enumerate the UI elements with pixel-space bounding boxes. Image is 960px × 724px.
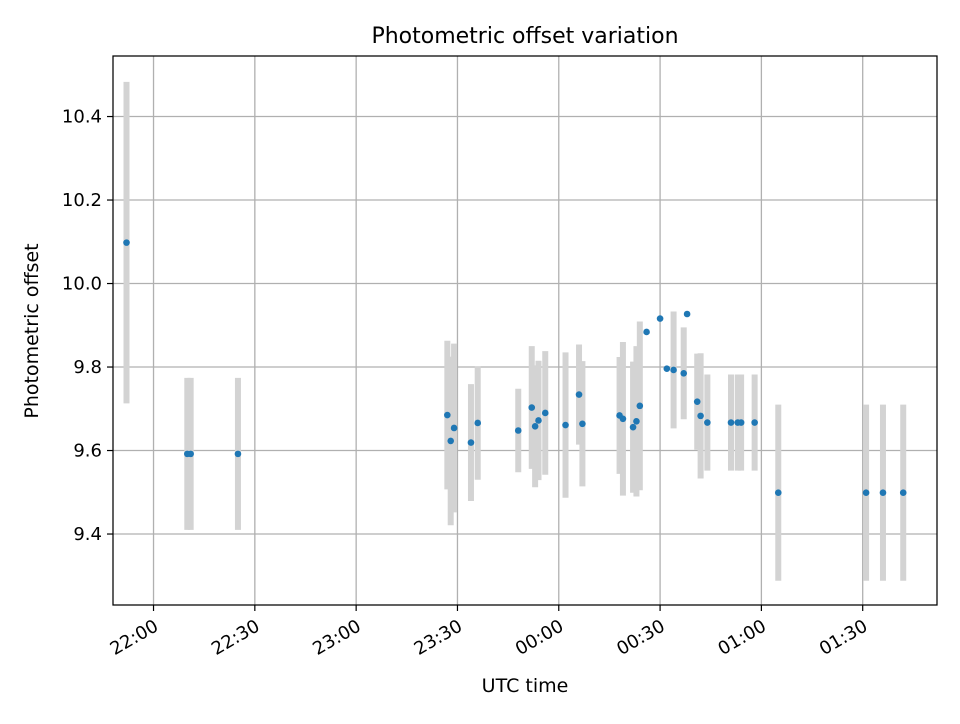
data-point [619, 415, 627, 423]
data-point [187, 450, 194, 458]
data-point [774, 489, 782, 496]
data-point [535, 417, 542, 424]
y-tick-label: 9.6 [73, 441, 102, 462]
data-point [899, 489, 907, 496]
data-point [531, 423, 539, 430]
data-point [693, 398, 701, 405]
data-point [514, 427, 522, 434]
data-point [562, 421, 569, 429]
y-axis-label: Photometric offset [21, 243, 43, 418]
data-point [575, 391, 583, 398]
data-point [123, 239, 130, 246]
y-tick-label: 9.8 [73, 357, 102, 378]
plot-area-frame [112, 55, 938, 606]
y-tick-label: 10.4 [62, 107, 102, 128]
y-tick-label: 10.0 [62, 274, 102, 295]
data-point [541, 409, 549, 417]
data-point [697, 412, 704, 420]
data-point [528, 404, 536, 411]
data-point [751, 419, 758, 426]
data-point [862, 489, 870, 496]
data-point [656, 315, 664, 322]
data-point [474, 419, 482, 427]
data-point [447, 437, 455, 445]
data-point [879, 489, 887, 496]
data-point [680, 369, 688, 377]
data-point [670, 366, 677, 374]
data-point [234, 450, 242, 458]
chart-title: Photometric offset variation [371, 24, 678, 49]
data-point [467, 439, 475, 446]
grid-lines [113, 56, 937, 605]
y-tick-label: 9.4 [73, 524, 102, 545]
data-point [704, 419, 711, 426]
data-point [663, 365, 671, 373]
data-point [636, 402, 644, 410]
data-point [727, 419, 735, 426]
data-point [579, 420, 586, 428]
data-point [633, 418, 640, 425]
data-point [683, 310, 691, 318]
data-point [444, 411, 451, 419]
y-tick-label: 10.2 [62, 190, 102, 211]
data-point [450, 424, 458, 432]
data-point [643, 328, 650, 336]
data-point [629, 423, 637, 431]
data-point [737, 419, 745, 426]
x-axis-label: UTC time [482, 675, 569, 697]
data-points [123, 239, 907, 496]
